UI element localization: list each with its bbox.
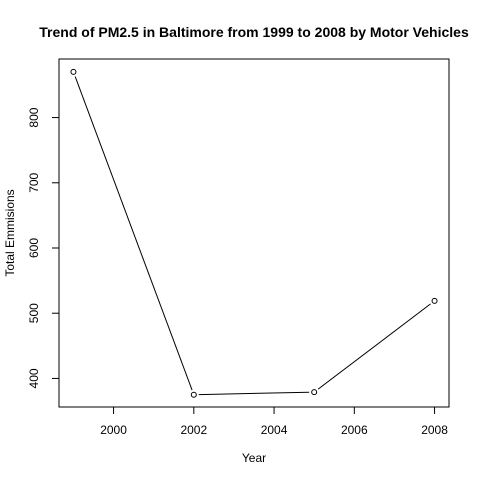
series-line-segment xyxy=(198,391,310,396)
y-axis: 400 500 600 700 800 xyxy=(27,107,60,388)
x-axis: 2000 2002 2004 2006 2008 xyxy=(100,406,448,437)
x-tick-label: 2000 xyxy=(100,423,127,437)
y-tick-label: 600 xyxy=(27,238,41,258)
x-tick-label: 2002 xyxy=(180,423,207,437)
x-tick-label: 2004 xyxy=(261,423,288,437)
data-point xyxy=(70,68,77,75)
plot-frame xyxy=(58,58,450,408)
data-point xyxy=(190,391,197,398)
series-line-segment xyxy=(74,76,193,391)
chart-title: Trend of PM2.5 in Baltimore from 1999 to… xyxy=(39,24,469,40)
y-tick-label: 700 xyxy=(27,172,41,192)
y-tick-label: 500 xyxy=(27,303,41,323)
x-tick-label: 2006 xyxy=(341,423,368,437)
series-line-segment xyxy=(317,303,431,390)
y-tick-label: 400 xyxy=(27,368,41,388)
x-tick-label: 2008 xyxy=(421,423,448,437)
data-point xyxy=(311,389,318,396)
y-axis-label: Total Emmisions xyxy=(3,189,17,276)
x-axis-label: Year xyxy=(242,451,266,465)
series-layer xyxy=(70,68,438,398)
y-tick-label: 800 xyxy=(27,107,41,127)
data-point xyxy=(431,297,438,304)
